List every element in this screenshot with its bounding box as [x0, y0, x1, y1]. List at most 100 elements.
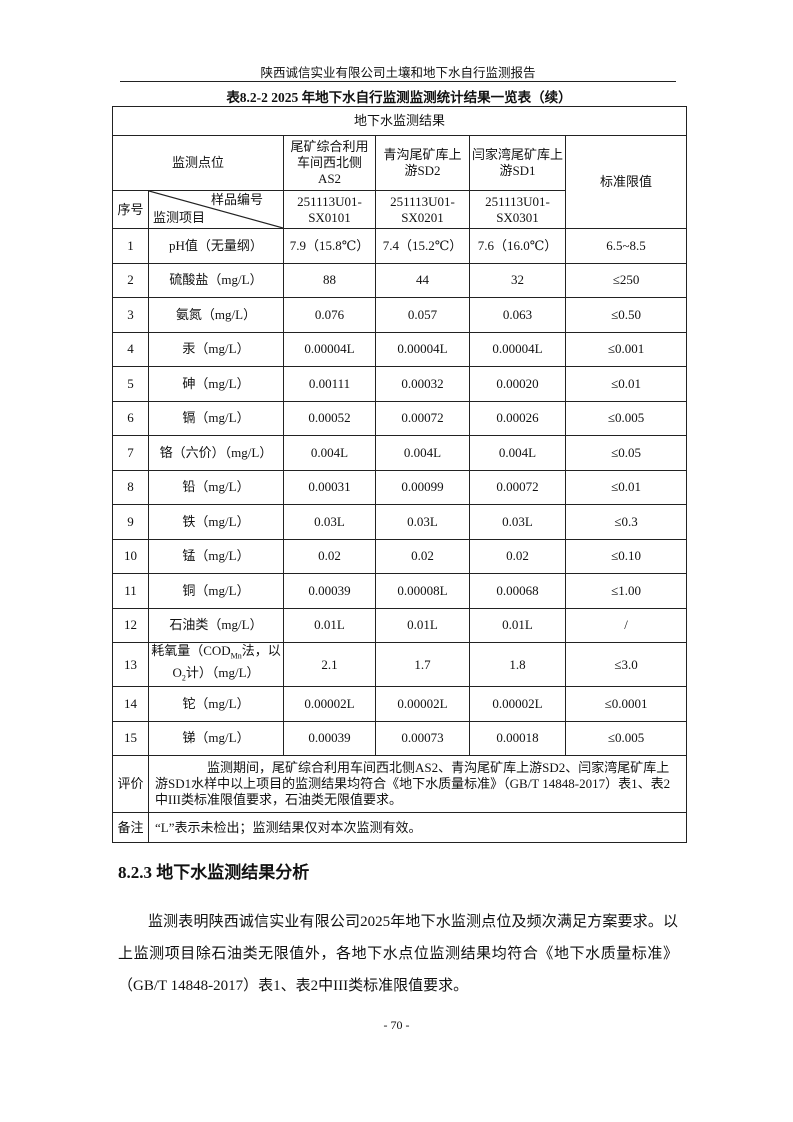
value-station-3: 0.00068	[469, 573, 566, 609]
item-name: 铅（mg/L）	[148, 469, 284, 505]
row-number: 2	[112, 262, 149, 298]
station-2: 青沟尾矿库上游SD2	[375, 135, 470, 191]
row-number: 1	[112, 228, 149, 264]
value-station-1: 0.00052	[283, 400, 376, 436]
table-row: 5 砷（mg/L） 0.00111 0.00032 0.00020 ≤0.01	[112, 366, 688, 402]
value-station-2: 0.02	[375, 538, 470, 574]
row-number: 12	[112, 607, 149, 643]
row-number: 6	[112, 400, 149, 436]
value-station-3: 0.00002L	[469, 686, 566, 722]
note-text: “L”表示未检出；监测结果仅对本次监测有效。	[147, 812, 688, 844]
station-1: 尾矿综合利用车间西北侧AS2	[283, 135, 376, 191]
value-station-1: 0.00031	[283, 469, 376, 505]
value-station-1: 0.00002L	[283, 686, 376, 722]
row-number: 7	[112, 435, 149, 471]
section-heading: 8.2.3 地下水监测结果分析	[118, 863, 310, 882]
table-row: 1 pH值（无量纲） 7.9（15.8℃） 7.4（15.2℃） 7.6（16.0℃） 6…	[112, 228, 688, 264]
value-station-1: 0.00039	[283, 573, 376, 609]
standard-limit: ≤0.10	[564, 538, 688, 574]
sample-id-3: 251113U01-SX0301	[469, 190, 566, 229]
standard-limit: /	[564, 607, 688, 643]
header-rule	[120, 81, 676, 82]
standard-label: 标准限值	[564, 135, 688, 229]
standard-limit: ≤0.001	[564, 331, 688, 367]
item-name: 硫酸盐（mg/L）	[148, 262, 284, 298]
page-number: - 70 -	[383, 1018, 410, 1032]
sample-id-2: 251113U01-SX0201	[375, 190, 470, 229]
table-row: 9 铁（mg/L） 0.03L 0.03L 0.03L ≤0.3	[112, 504, 688, 540]
table-caption: 表8.2-2 2025 年地下水自行监测监测统计结果一览表（续）	[226, 90, 572, 105]
row-number: 3	[112, 297, 149, 333]
table-row: 14 铊（mg/L） 0.00002L 0.00002L 0.00002L ≤0.0001	[112, 686, 688, 722]
value-station-1: 0.00004L	[283, 331, 376, 367]
value-station-2: 7.4（15.2℃）	[375, 228, 470, 264]
value-station-3: 0.063	[469, 297, 566, 333]
point-label: 监测点位	[112, 135, 284, 191]
standard-limit: ≤0.3	[564, 504, 688, 540]
seq-label: 序号	[112, 190, 149, 229]
item-name: 铜（mg/L）	[148, 573, 284, 609]
row-number: 10	[112, 538, 149, 574]
standard-limit: ≤3.0	[564, 641, 688, 688]
item-name: pH值（无量纲）	[148, 228, 284, 264]
value-station-1: 0.03L	[283, 504, 376, 540]
row-number: 8	[112, 469, 149, 505]
value-station-2: 0.00002L	[375, 686, 470, 722]
row-number: 11	[112, 573, 149, 609]
value-station-3: 1.8	[469, 641, 566, 688]
row-number: 9	[112, 504, 149, 540]
value-station-2: 0.00099	[375, 469, 470, 505]
diagonal-header: 样品编号 监测项目	[148, 190, 284, 229]
table-row: 10 锰（mg/L） 0.02 0.02 0.02 ≤0.10	[112, 538, 688, 574]
table-section-title: 地下水监测结果	[111, 106, 688, 136]
standard-limit: 6.5~8.5	[564, 228, 688, 264]
table-row: 12 石油类（mg/L） 0.01L 0.01L 0.01L /	[112, 607, 688, 643]
item-name: 汞（mg/L）	[148, 331, 284, 367]
value-station-1: 0.076	[283, 297, 376, 333]
value-station-3: 0.03L	[469, 504, 566, 540]
value-station-2: 0.03L	[375, 504, 470, 540]
standard-limit: ≤250	[564, 262, 688, 298]
table-row: 13 耗氧量（CODMn法，以O2计）（mg/L） 2.1 1.7 1.8 ≤3.0	[112, 641, 688, 688]
row-number: 15	[112, 720, 149, 757]
table-row: 2 硫酸盐（mg/L） 88 44 32 ≤250	[112, 262, 688, 298]
value-station-2: 0.00072	[375, 400, 470, 436]
table-row: 11 铜（mg/L） 0.00039 0.00008L 0.00068 ≤1.00	[112, 573, 688, 609]
station-3: 闫家湾尾矿库上游SD1	[469, 135, 566, 191]
value-station-3: 7.6（16.0℃）	[469, 228, 566, 264]
value-station-2: 0.00008L	[375, 573, 470, 609]
item-name: 耗氧量（CODMn法，以O2计）（mg/L）	[148, 641, 284, 688]
running-header: 陕西诚信实业有限公司土壤和地下水自行监测报告	[260, 66, 536, 80]
sample-label: 样品编号	[210, 192, 263, 207]
item-name: 氨氮（mg/L）	[148, 297, 284, 333]
item-name: 石油类（mg/L）	[148, 607, 284, 643]
standard-limit: ≤0.005	[564, 400, 688, 436]
value-station-2: 0.00032	[375, 366, 470, 402]
standard-limit: ≤0.005	[564, 720, 688, 757]
value-station-1: 0.00111	[283, 366, 376, 402]
value-station-3: 0.02	[469, 538, 566, 574]
monitoring-results-table: 地下水监测结果 监测点位 尾矿综合利用车间西北侧AS2 青沟尾矿库上游SD2 闫…	[111, 106, 688, 844]
standard-limit: ≤0.05	[564, 435, 688, 471]
value-station-3: 0.00072	[469, 469, 566, 505]
row-number: 4	[112, 331, 149, 367]
standard-limit: ≤1.00	[564, 573, 688, 609]
eval-text: 监测期间，尾矿综合利用车间西北侧AS2、青沟尾矿库上游SD2、闫家湾尾矿库上游S…	[147, 755, 688, 814]
table-row: 6 镉（mg/L） 0.00052 0.00072 0.00026 ≤0.005	[112, 400, 688, 436]
value-station-3: 0.01L	[469, 607, 566, 643]
value-station-2: 44	[375, 262, 470, 298]
value-station-1: 7.9（15.8℃）	[283, 228, 376, 264]
value-station-1: 2.1	[283, 641, 376, 688]
item-name: 铬（六价）（mg/L）	[148, 435, 284, 471]
value-station-1: 0.01L	[283, 607, 376, 643]
table-row: 3 氨氮（mg/L） 0.076 0.057 0.063 ≤0.50	[112, 297, 688, 333]
standard-limit: ≤0.50	[564, 297, 688, 333]
table-row: 4 汞（mg/L） 0.00004L 0.00004L 0.00004L ≤0.001	[112, 331, 688, 367]
standard-limit: ≤0.0001	[564, 686, 688, 722]
row-number: 5	[112, 366, 149, 402]
table-row: 8 铅（mg/L） 0.00031 0.00099 0.00072 ≤0.01	[112, 469, 688, 505]
row-number: 13	[112, 641, 149, 688]
eval-label: 评价	[112, 755, 149, 814]
item-name: 镉（mg/L）	[148, 400, 284, 436]
value-station-3: 0.00020	[469, 366, 566, 402]
